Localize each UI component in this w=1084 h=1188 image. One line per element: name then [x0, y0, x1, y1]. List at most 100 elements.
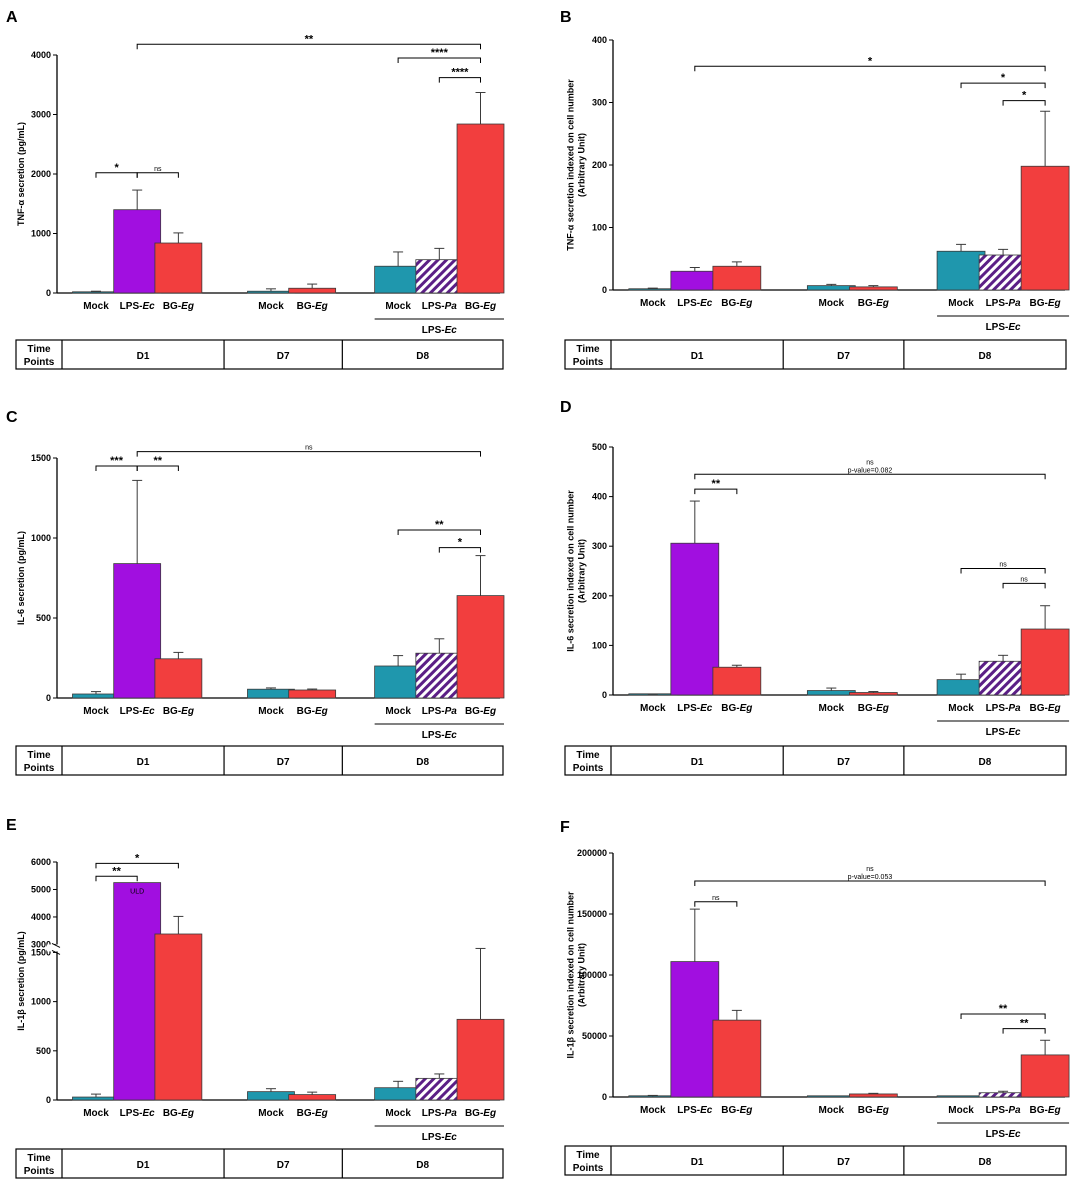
time-points-header: Time [27, 344, 51, 355]
significance-label: ** [154, 455, 163, 467]
bar-d1-mock [628, 288, 678, 291]
bar-d1-lpsec [113, 209, 162, 294]
significance-label: * [1001, 72, 1006, 84]
significance-bracket [960, 568, 1046, 574]
x-tick-label-text: Mock [83, 301, 109, 312]
x-tick-label-italic: Eg [483, 706, 496, 717]
y-tick-label: 100000 [577, 970, 607, 980]
x-tick-label: Mock [258, 706, 284, 717]
significance-bracket [397, 529, 482, 535]
y-tick-label: 4000 [31, 912, 51, 922]
y-tick-label: 4000 [31, 50, 51, 60]
p-value-label: p-value=0.082 [848, 467, 893, 474]
panel-letter: A [6, 9, 18, 26]
bar-d7-bgeg [848, 286, 898, 291]
x-tick-label-italic: Ec [700, 1105, 713, 1116]
y-tick-label: 6000 [31, 857, 51, 867]
significance-label: * [1022, 90, 1027, 102]
bar-d1-lpsec [670, 961, 720, 1098]
x-tick-label-text: LPS- [422, 706, 445, 717]
y-tick-label: 100 [592, 640, 607, 650]
x-tick-label-italic: Ec [142, 706, 155, 717]
x-tick-label-text: BG- [858, 298, 876, 309]
time-points-header: Time [576, 1150, 600, 1161]
y-axis-label: (Arbitrary Unit) [577, 943, 587, 1007]
x-tick-label-italic: Eg [315, 706, 328, 717]
bar-d1-bgeg [154, 658, 203, 699]
y-tick-label: 5000 [31, 884, 51, 894]
x-tick-label-italic: Eg [876, 1105, 889, 1116]
x-tick-label-text: LPS- [422, 301, 445, 312]
x-tick-label-text: Mock [385, 301, 411, 312]
bar-d8-bgeg [1020, 165, 1070, 291]
significance-label: ns [999, 562, 1007, 569]
time-points-header: Points [573, 763, 604, 774]
x-tick-label-italic: Ec [142, 301, 155, 312]
time-points-header: Points [24, 357, 55, 368]
x-tick-label: BG-Eg [721, 1105, 752, 1116]
lps-ec-italic: Ec [445, 325, 458, 336]
panel-letter: D [560, 399, 572, 416]
time-point-d7: D7 [277, 1160, 290, 1171]
time-point-d7: D7 [837, 1157, 850, 1168]
x-tick-label: LPS-Pa [986, 703, 1021, 714]
p-value-label: p-value=0.053 [848, 874, 893, 881]
time-point-d8: D8 [416, 1160, 429, 1171]
axis-break-mark [51, 942, 61, 948]
lps-ec-prefix: LPS- [986, 322, 1009, 333]
y-tick-label: 500 [36, 613, 51, 623]
x-tick-label: LPS-Ec [677, 703, 712, 714]
y-tick-label: 100 [592, 223, 607, 233]
time-point-d1: D1 [137, 757, 150, 768]
panel-D: D 0 100 200 300 400 500 IL-6 secretion indexed … [560, 399, 1070, 776]
lps-ec-group-label: LPS-Ec [422, 730, 457, 741]
y-tick-label: 300 [592, 98, 607, 108]
significance-bracket [136, 451, 482, 457]
x-tick-label: BG-Eg [163, 301, 194, 312]
lps-ec-prefix: LPS- [986, 1129, 1009, 1140]
x-tick-label: Mock [948, 703, 974, 714]
y-tick-label: 1000 [31, 533, 51, 543]
y-tick-label: 200 [592, 591, 607, 601]
x-tick-label: LPS-Ec [677, 1105, 712, 1116]
bar-d8-lpspa [415, 259, 464, 294]
bar-d8-mock [374, 265, 422, 294]
x-tick-label-text: Mock [948, 703, 974, 714]
y-axis-label: IL-1β secretion indexed on cell number [566, 891, 576, 1059]
time-point-d7: D7 [277, 757, 290, 768]
x-tick-label-text: LPS- [120, 706, 143, 717]
x-tick-label: Mock [948, 1105, 974, 1116]
x-tick-label-text: LPS- [677, 298, 700, 309]
x-tick-label-text: Mock [640, 298, 666, 309]
panel-letter: F [560, 819, 570, 836]
x-tick-label-italic: Eg [181, 301, 194, 312]
uld-label: ULD [130, 889, 144, 896]
significance-bracket [694, 488, 738, 495]
x-tick-label: BG-Eg [465, 1108, 496, 1119]
axis-break-gap [47, 944, 502, 952]
y-tick-label: 500 [36, 1046, 51, 1056]
time-points-table [564, 1145, 1067, 1176]
significance-bracket [438, 547, 482, 553]
x-tick-label-italic: Ec [700, 703, 713, 714]
significance-bracket [694, 880, 1046, 887]
time-points-header: Time [576, 344, 600, 355]
panel-A: A 0 1000 2000 3000 4000 TNF-α secretion (pg/mL… [6, 9, 505, 370]
lps-ec-group-label: LPS-Ec [422, 1132, 457, 1143]
x-tick-label-italic: Eg [315, 1108, 328, 1119]
bar-d8-mock [374, 665, 422, 699]
x-tick-label-text: Mock [640, 1105, 666, 1116]
significance-label: ns [866, 459, 874, 466]
time-points-header: Points [573, 1163, 604, 1174]
x-tick-label: Mock [640, 703, 666, 714]
significance-label: ** [435, 519, 444, 531]
bar-d7-mock [247, 290, 295, 294]
bar-d1-lpsec [113, 563, 162, 699]
x-tick-label-text: Mock [385, 1108, 411, 1119]
panel-letter: E [6, 817, 17, 834]
lps-ec-group-label: LPS-Ec [986, 727, 1021, 738]
significance-bracket [95, 862, 179, 869]
x-tick-label-text: BG- [721, 703, 739, 714]
